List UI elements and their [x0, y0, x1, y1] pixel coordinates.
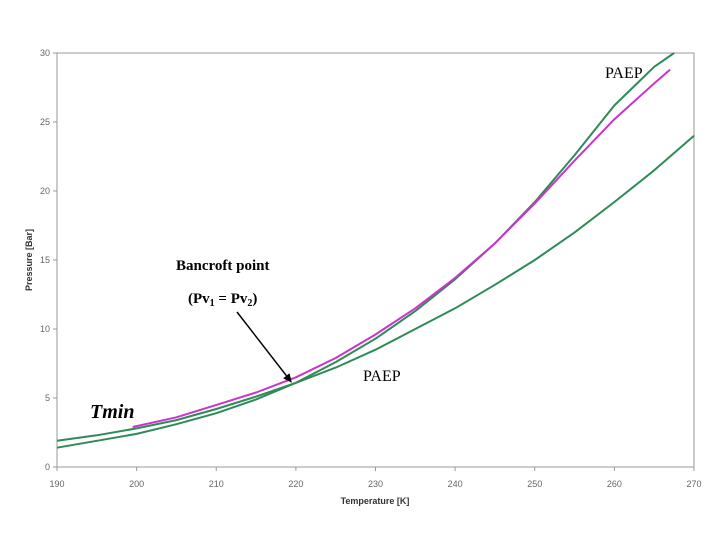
annotation-pv-equation: (Pv1 = Pv2): [188, 291, 257, 309]
pv-prefix: (Pv: [188, 291, 210, 307]
x-tick-label: 220: [288, 479, 303, 489]
annotation-tmin: Tmin: [90, 401, 134, 423]
x-tick-label: 200: [129, 479, 144, 489]
bancroft-arrowhead: [283, 373, 292, 383]
x-tick-label: 250: [527, 479, 542, 489]
pv-subscript-1: 1: [210, 298, 215, 309]
annotation-bancroft-point: Bancroft point: [176, 258, 269, 274]
pv-suffix: ): [252, 291, 257, 307]
y-tick-label: 0: [45, 462, 50, 472]
x-tick-label: 190: [49, 479, 64, 489]
y-axis-title: Pressure [Bar]: [24, 229, 34, 291]
series-line-2: [56, 52, 675, 449]
series-layer: [56, 52, 695, 449]
x-tick-label: 210: [209, 479, 224, 489]
series-line-3: [132, 68, 671, 428]
y-tick-label: 20: [40, 186, 50, 196]
y-tick-label: 5: [45, 393, 50, 403]
y-axis: 0 5 10 15 20 25 30: [40, 48, 57, 472]
x-tick-label: 270: [686, 479, 701, 489]
y-tick-label: 25: [40, 117, 50, 127]
x-tick-label: 240: [448, 479, 463, 489]
y-tick-label: 10: [40, 324, 50, 334]
x-axis-title: Temperature [K]: [341, 496, 410, 506]
annotation-paep-top: PAEP: [605, 65, 643, 82]
pv-middle: = Pv: [215, 291, 248, 307]
x-tick-label: 260: [607, 479, 622, 489]
y-tick-label: 15: [40, 255, 50, 265]
series-line-1: [56, 135, 695, 442]
annotation-paep-mid: PAEP: [363, 368, 401, 385]
x-tick-label: 230: [368, 479, 383, 489]
bancroft-arrow: [236, 311, 287, 377]
plot-area: [56, 52, 695, 468]
y-tick-label: 30: [40, 48, 50, 58]
x-axis: 190 200 210 220 230 240 250 260 270: [49, 467, 702, 489]
pv-subscript-2: 2: [247, 298, 252, 309]
